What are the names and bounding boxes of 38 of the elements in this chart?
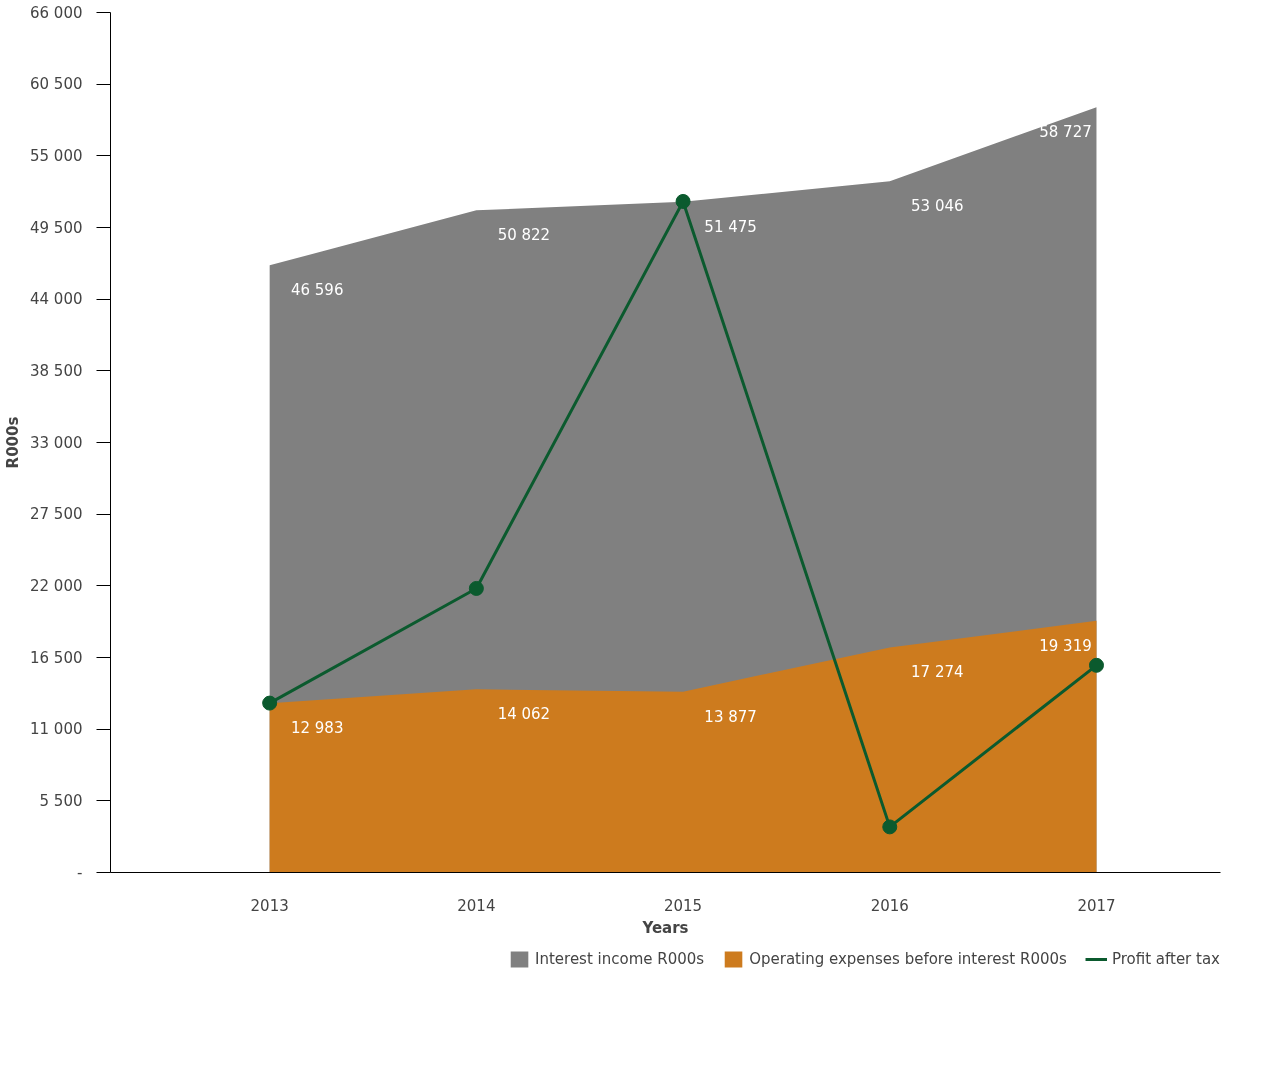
y-tick-label: 66 000: [30, 3, 83, 22]
data-label: 13 877: [704, 707, 757, 726]
y-tick-label: 16 500: [30, 648, 83, 667]
y-tick-label: 33 000: [30, 433, 83, 452]
legend-label: Profit after tax: [1111, 950, 1220, 968]
data-label: 14 062: [497, 705, 551, 724]
data-label: 50 822: [497, 226, 551, 245]
data-label: 17 274: [911, 663, 964, 682]
legend-label: Operating expenses before interest R000s: [749, 950, 1067, 968]
data-label: 53 046: [911, 197, 964, 216]
data-label: 51 475: [704, 217, 757, 236]
y-tick-label: 38 500: [30, 361, 83, 380]
data-label: 19 319: [1039, 636, 1092, 655]
x-axis-title: Years: [641, 918, 689, 937]
point: [1088, 657, 1104, 673]
y-tick-label: -: [77, 863, 83, 882]
y-tick-label: 27 500: [30, 505, 83, 524]
point: [262, 695, 278, 711]
y-tick-label: 49 500: [30, 218, 83, 237]
point: [675, 193, 691, 209]
x-tick-label: 2013: [250, 896, 289, 915]
x-tick-label: 2016: [870, 896, 909, 915]
y-axis-title: R000s: [4, 416, 23, 469]
data-label: 58 727: [1039, 123, 1092, 142]
x-tick-label: 2017: [1077, 896, 1116, 915]
data-label: 12 983: [290, 719, 344, 738]
y-tick-label: 11 000: [30, 720, 83, 739]
y-tick-label: 55 000: [30, 146, 83, 165]
y-tick-label: 44 000: [30, 290, 83, 309]
y-tick-label: 5 500: [39, 791, 83, 810]
legend-label: Interest income R000s: [535, 950, 705, 968]
point: [882, 819, 898, 835]
data-label: 46 596: [290, 281, 344, 300]
point: [468, 580, 484, 596]
x-tick-label: 2014: [457, 896, 496, 915]
y-tick-label: 22 000: [30, 576, 83, 595]
x-tick-label: 2015: [663, 896, 703, 915]
y-tick-label: 60 500: [30, 75, 83, 94]
